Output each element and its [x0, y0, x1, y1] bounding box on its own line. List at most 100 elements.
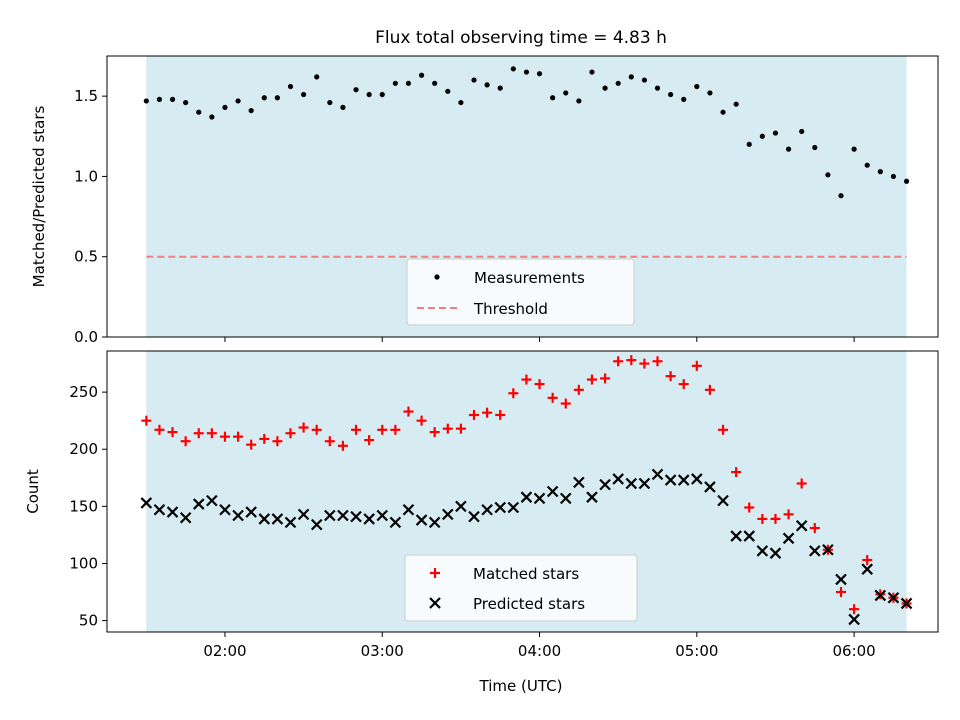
matched-star-point [141, 415, 152, 426]
matched-star-point [442, 423, 453, 434]
measurement-point [471, 77, 477, 83]
matched-star-point [259, 433, 270, 444]
legend-threshold-label: Threshold [473, 300, 548, 318]
predicted-star-point [402, 503, 415, 516]
measurement-point [484, 82, 490, 88]
x-axis-label: Time (UTC) [479, 677, 563, 695]
matched-star-point [862, 555, 873, 566]
predicted-star-point [586, 491, 598, 503]
predicted-star-point [756, 545, 769, 557]
x-tick-label: 03:00 [361, 642, 404, 660]
matched-star-point [429, 427, 440, 438]
matched-star-point [665, 371, 676, 382]
time-x-axis: 02:00 03:00 04:00 05:00 06:00 [203, 632, 876, 660]
count-legend: Matched stars Predicted stars [404, 554, 638, 622]
measurement-point [366, 91, 372, 98]
predicted-star-point [677, 474, 690, 486]
matched-star-point [403, 406, 414, 417]
legend-predicted-marker [429, 597, 441, 609]
predicted-star-point [546, 485, 559, 498]
measurement-point [890, 173, 897, 180]
measurement-point [353, 87, 359, 93]
matched-star-point [298, 422, 309, 433]
y-tick-label: 50 [79, 612, 98, 630]
measurement-point [550, 95, 556, 101]
y-tick-label: 1.5 [74, 87, 98, 105]
matched-star-point [600, 373, 611, 384]
matched-star-point [849, 604, 860, 615]
legend-measurements-marker [434, 274, 440, 280]
predicted-star-point [795, 519, 808, 532]
predicted-star-point [533, 492, 546, 505]
predicted-star-point [271, 513, 284, 525]
measurement-point [851, 146, 857, 152]
ratio-legend: Measurements Threshold [406, 258, 635, 326]
predicted-star-point [782, 532, 795, 545]
measurement-point [838, 193, 844, 199]
matched-star-point [285, 428, 296, 439]
measurement-point [707, 90, 713, 96]
matched-star-point [324, 436, 335, 447]
measurement-point [615, 80, 621, 86]
matched-star-point [272, 436, 283, 447]
measurement-point [209, 114, 215, 120]
predicted-star-point [376, 509, 389, 522]
measurement-point [301, 91, 307, 98]
matched-star-point [495, 409, 506, 420]
matched-star-point [521, 374, 532, 385]
matched-star-point [809, 523, 820, 534]
matched-star-point [783, 509, 794, 520]
predicted-star-point [179, 511, 192, 524]
predicted-star-point [258, 513, 271, 525]
matched-star-point [704, 384, 715, 395]
matched-star-point [482, 407, 493, 418]
measurement-point [287, 83, 294, 90]
predicted-star-point [389, 516, 402, 529]
matched-star-point [547, 392, 558, 403]
measurement-point [458, 99, 464, 106]
predicted-star-points [140, 468, 913, 626]
predicted-star-point [691, 473, 703, 485]
measurement-point [261, 95, 267, 101]
matched-star-point [613, 356, 624, 367]
matched-star-point [455, 423, 466, 434]
predicted-star-point [664, 474, 677, 486]
y-tick-label: 100 [69, 554, 98, 572]
predicted-star-point [507, 501, 520, 514]
measurement-point [589, 69, 595, 75]
measurement-point [445, 88, 451, 94]
predicted-star-point [192, 498, 205, 510]
matched-star-point [586, 374, 597, 385]
measurement-point [392, 80, 398, 86]
y-tick-label: 200 [69, 440, 98, 458]
matched-star-point [167, 427, 178, 438]
predicted-star-point [743, 530, 756, 542]
matched-star-points [141, 355, 912, 615]
measurement-point [864, 162, 870, 168]
measurement-point [825, 172, 831, 178]
predicted-star-point [337, 509, 349, 522]
matched-star-point [364, 435, 375, 446]
predicted-star-point [284, 516, 297, 529]
matched-star-point [560, 398, 571, 409]
predicted-star-point [166, 506, 179, 518]
matched-star-point [573, 384, 584, 395]
measurement-point [812, 144, 818, 151]
measurement-point [405, 80, 412, 86]
predicted-star-point [625, 477, 638, 490]
count-y-axis: 50 100 150 200 250 [69, 383, 107, 630]
matched-star-point [639, 358, 650, 369]
predicted-star-point [704, 481, 716, 493]
measurement-point [772, 130, 779, 136]
predicted-star-point [848, 613, 860, 626]
measurement-point [314, 74, 320, 80]
measurement-point [432, 80, 438, 86]
matched-star-point [836, 587, 847, 598]
measurement-point [183, 99, 189, 106]
legend-predicted-label: Predicted stars [473, 595, 585, 613]
matched-star-point [377, 424, 388, 435]
predicted-star-point [206, 494, 218, 507]
measurement-point [327, 99, 333, 106]
matched-star-point [508, 388, 519, 399]
